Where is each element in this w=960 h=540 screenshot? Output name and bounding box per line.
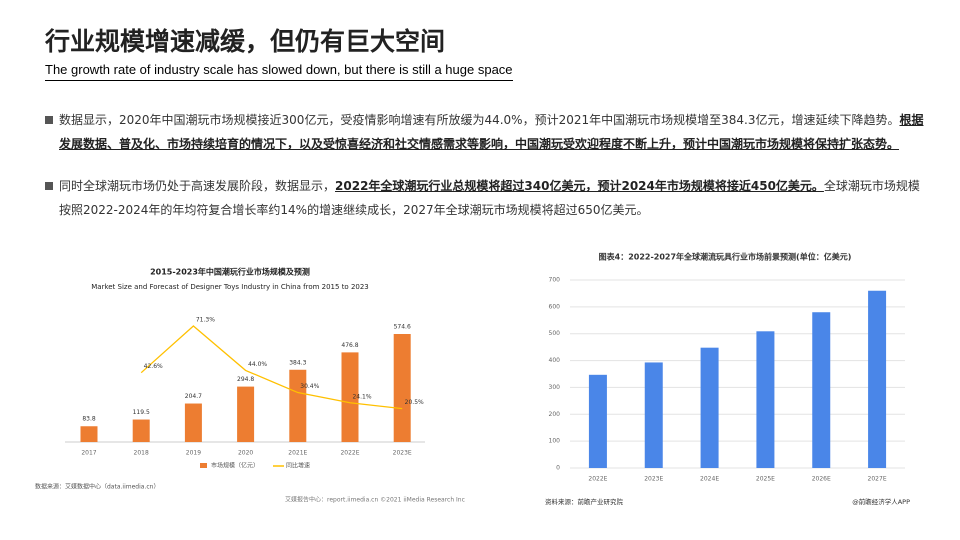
- value-label: 44.0%: [248, 361, 267, 368]
- source: 资料来源：前瞻产业研究院: [545, 497, 624, 506]
- bar: [289, 369, 307, 442]
- bar: [132, 419, 150, 442]
- bar: [393, 334, 411, 442]
- x-tick-label: 2023E: [644, 476, 663, 483]
- value-label: 476.8: [341, 342, 358, 349]
- value-label: 119.5: [133, 409, 150, 416]
- x-tick-label: 2022E: [340, 450, 359, 457]
- y-tick-label: 600: [549, 303, 561, 310]
- x-tick-label: 2017: [81, 450, 96, 457]
- y-tick-label: 0: [556, 465, 560, 472]
- value-label: 294.8: [237, 376, 254, 383]
- bullet-text: 全球潮玩市场规模按照2022-2024年的年均符复合增长率约14%的增速继续成长…: [59, 179, 920, 217]
- x-tick-label: 2025E: [756, 476, 775, 483]
- y-tick-label: 400: [549, 357, 561, 364]
- chart-subtitle: Market Size and Forecast of Designer Toy…: [91, 283, 369, 291]
- value-label: 42.6%: [144, 363, 163, 370]
- bar: [80, 426, 98, 442]
- value-label: 20.5%: [405, 399, 424, 406]
- value-label: 71.3%: [196, 317, 215, 324]
- legend-label: 市场规模（亿元）: [211, 462, 259, 470]
- bar: [812, 312, 831, 468]
- bar: [868, 290, 887, 468]
- x-tick-label: 2018: [134, 450, 149, 457]
- x-tick-label: 2026E: [812, 476, 831, 483]
- y-tick-label: 300: [549, 384, 561, 391]
- bar: [588, 374, 607, 468]
- value-label: 24.1%: [352, 393, 371, 400]
- chart-title: 图表4：2022-2027年全球潮流玩具行业市场前景预测(单位：亿美元): [599, 252, 852, 262]
- value-label: 30.4%: [300, 383, 319, 390]
- line: [140, 325, 403, 410]
- value-label: 574.6: [394, 324, 411, 331]
- source: 数据来源：艾媒数据中心（data.iimedia.cn）: [35, 483, 159, 491]
- bullet: 同时全球潮玩市场仍处于高速发展阶段，数据显示，2022年全球潮玩行业总规模将超过…: [45, 174, 929, 222]
- bullet-highlight: 2022年全球潮玩行业总规模将超过340亿美元，预计2024年市场规模将接近45…: [335, 179, 824, 193]
- footer: @前瞻经济学人APP: [852, 497, 910, 506]
- bullet: 数据显示，2020年中国潮玩市场规模接近300亿元，受疫情影响增速有所放缓为44…: [45, 108, 929, 156]
- value-label: 204.7: [185, 393, 202, 400]
- y-tick-label: 100: [549, 438, 561, 445]
- legend-swatch: [200, 463, 207, 468]
- chart-title: 2015-2023年中国潮玩行业市场规模及预测: [150, 267, 310, 277]
- legend-label: 同比增速: [286, 462, 310, 470]
- y-tick-label: 700: [549, 277, 561, 284]
- x-tick-label: 2023E: [393, 450, 412, 457]
- page-subtitle: The growth rate of industry scale has sl…: [45, 62, 513, 81]
- bar: [756, 331, 775, 468]
- x-tick-label: 2020: [238, 450, 253, 457]
- value-label: 83.8: [82, 416, 96, 423]
- bullet-text: 数据显示，2020年中国潮玩市场规模接近300亿元，受疫情影响增速有所放缓为44…: [59, 113, 900, 127]
- y-tick-label: 500: [549, 330, 561, 337]
- bar: [644, 362, 663, 468]
- x-tick-label: 2021E: [288, 450, 307, 457]
- bullet-text: 同时全球潮玩市场仍处于高速发展阶段，数据显示，: [59, 179, 336, 193]
- bar: [700, 347, 719, 468]
- x-tick-label: 2022E: [588, 476, 607, 483]
- x-tick-label: 2027E: [868, 476, 887, 483]
- bar: [341, 352, 359, 442]
- bar: [237, 386, 255, 442]
- bar: [184, 403, 202, 442]
- page-title: 行业规模增速减缓，但仍有巨大空间: [45, 27, 446, 56]
- y-tick-label: 200: [549, 411, 561, 418]
- value-label: 384.3: [289, 359, 306, 366]
- bullet-highlight: 根据发展数据、普及化、市场持续培育的情况下，以及受惊喜经济和社交情感需求等影响，…: [59, 113, 924, 151]
- x-tick-label: 2024E: [700, 476, 719, 483]
- footer: 艾媒报告中心：report.iimedia.cn ©2021 iiMedia R…: [285, 496, 465, 504]
- x-tick-label: 2019: [186, 450, 201, 457]
